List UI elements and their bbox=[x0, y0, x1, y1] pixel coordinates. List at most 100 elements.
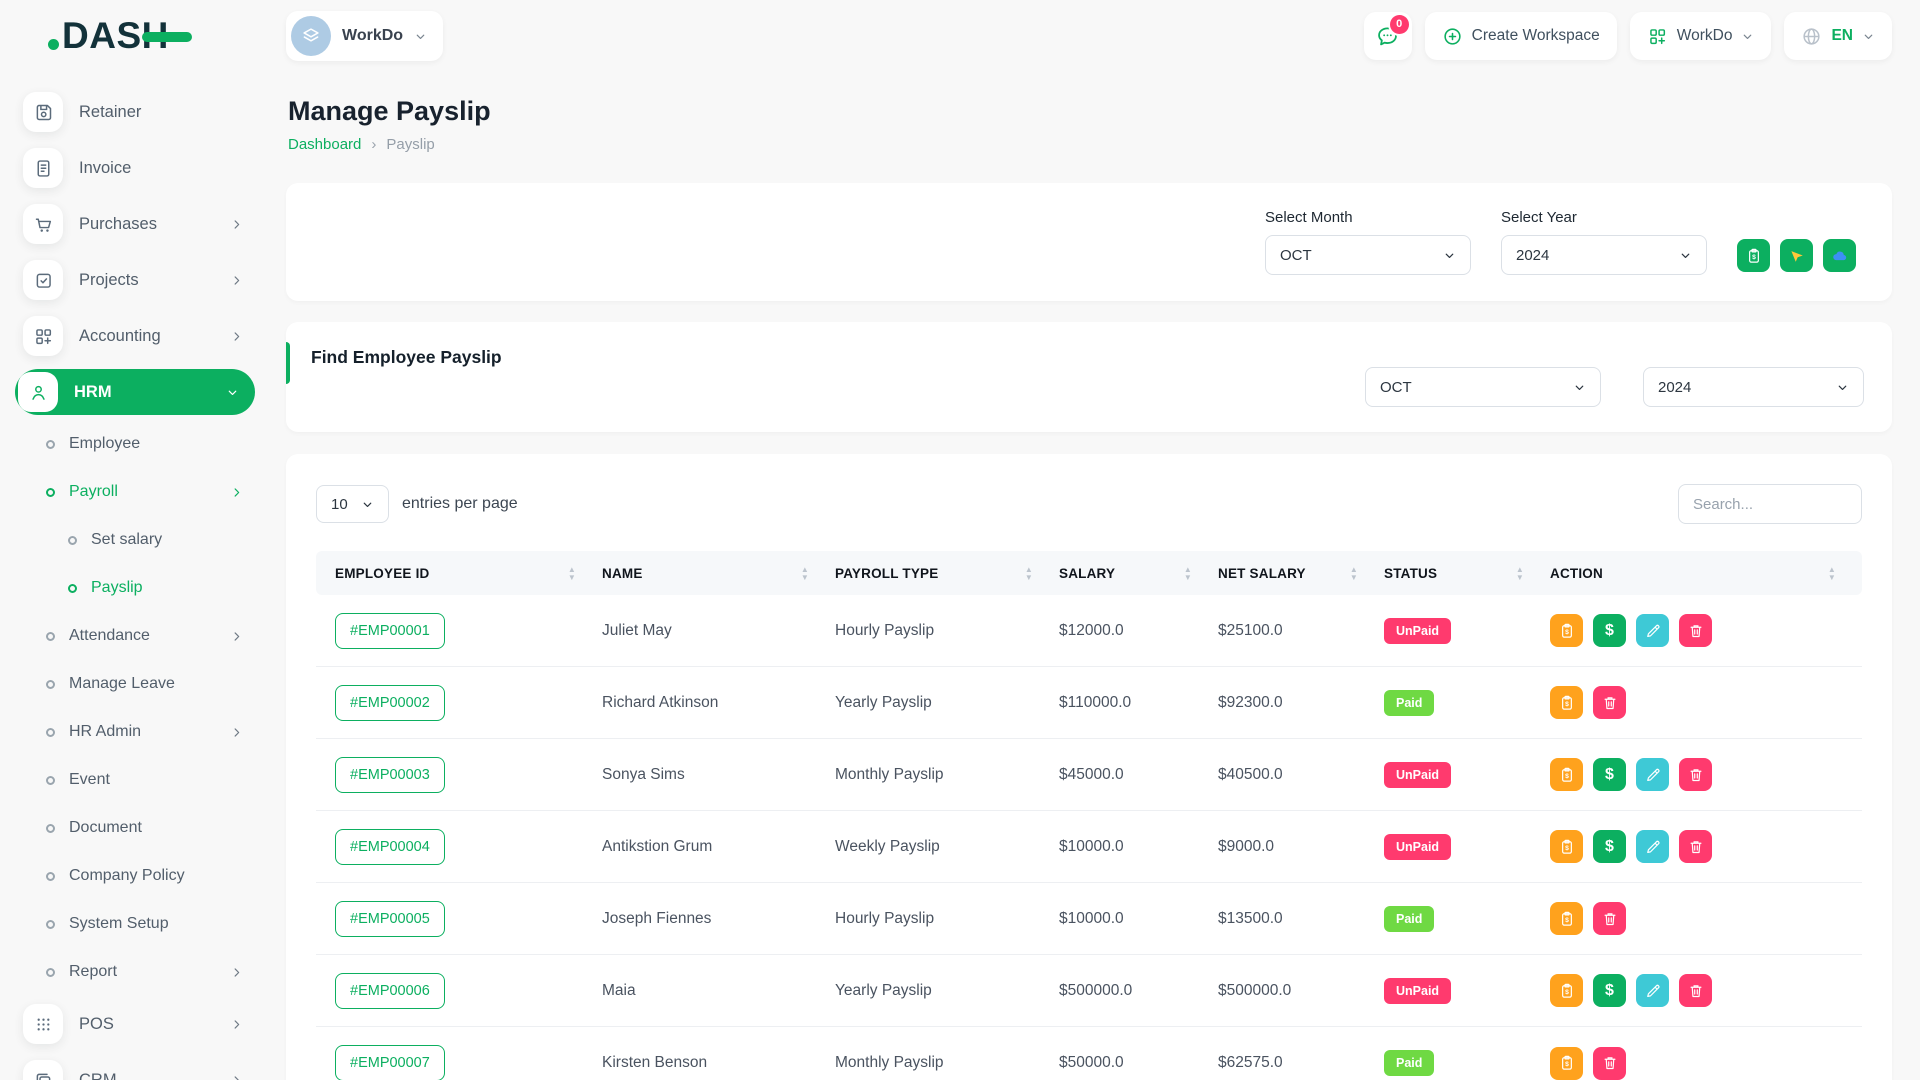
dots-icon bbox=[23, 1004, 63, 1044]
payslip-button[interactable] bbox=[1550, 614, 1583, 647]
edit-button[interactable] bbox=[1636, 974, 1669, 1007]
google-drive-export-button[interactable] bbox=[1780, 239, 1813, 272]
chevron-down-icon bbox=[1575, 385, 1584, 390]
payslip-button[interactable] bbox=[1550, 830, 1583, 863]
table-controls: 10 entries per page bbox=[316, 484, 1862, 524]
payslip-button[interactable] bbox=[1550, 974, 1583, 1007]
payroll-type-cell: Hourly Payslip bbox=[835, 621, 935, 639]
delete-button[interactable] bbox=[1679, 830, 1712, 863]
sort-icon[interactable]: ▲ ▼ bbox=[1515, 564, 1524, 582]
create-workspace-button[interactable]: Create Workspace bbox=[1424, 12, 1617, 60]
payslip-button[interactable] bbox=[1550, 902, 1583, 935]
sidebar-item-label: Accounting bbox=[79, 326, 161, 345]
select-year-value: 2024 bbox=[1516, 246, 1550, 264]
employee-id-chip[interactable]: #EMP00005 bbox=[335, 900, 445, 937]
sidebar-item-employee[interactable]: Employee bbox=[15, 420, 255, 468]
edit-button[interactable] bbox=[1636, 614, 1669, 647]
sidebar-item-system-setup[interactable]: System Setup bbox=[15, 900, 255, 948]
sidebar-item-retainer[interactable]: Retainer bbox=[15, 84, 255, 140]
payslip-icon bbox=[1561, 767, 1572, 782]
sidebar-item-payslip[interactable]: Payslip bbox=[15, 564, 255, 612]
sidebar-item-accounting[interactable]: Accounting bbox=[15, 308, 255, 364]
messages-button[interactable]: 0 bbox=[1363, 12, 1412, 60]
sidebar-item-manage-leave[interactable]: Manage Leave bbox=[15, 660, 255, 708]
sort-icon[interactable]: ▲ ▼ bbox=[1349, 564, 1358, 582]
pay-button[interactable]: $ bbox=[1593, 974, 1626, 1007]
sort-icon[interactable]: ▲ ▼ bbox=[1024, 564, 1033, 582]
search-input[interactable] bbox=[1678, 484, 1862, 524]
row-actions bbox=[1550, 686, 1862, 719]
sort-icon[interactable]: ▲ ▼ bbox=[1183, 564, 1192, 582]
sidebar-item-hrm[interactable]: HRM bbox=[15, 369, 255, 415]
select-month-dropdown[interactable]: OCT bbox=[1265, 235, 1471, 275]
employee-id-chip[interactable]: #EMP00002 bbox=[335, 684, 445, 721]
find-payslip-title: Find Employee Payslip bbox=[311, 347, 502, 367]
dollar-icon: $ bbox=[1605, 981, 1614, 999]
employee-id-chip[interactable]: #EMP00003 bbox=[335, 756, 445, 793]
sidebar-item-company-policy[interactable]: Company Policy bbox=[15, 852, 255, 900]
delete-button[interactable] bbox=[1593, 902, 1626, 935]
sidebar-item-document[interactable]: Document bbox=[15, 804, 255, 852]
delete-button[interactable] bbox=[1593, 1046, 1626, 1080]
delete-button[interactable] bbox=[1593, 686, 1626, 719]
sort-icon[interactable]: ▲ ▼ bbox=[800, 564, 809, 582]
employee-id-chip[interactable]: #EMP00007 bbox=[335, 1045, 445, 1080]
cloud-export-button[interactable] bbox=[1823, 239, 1856, 272]
table-header-row: EMPLOYEE ID ▲ ▼ NAME ▲ ▼ PAYROLL TYPE ▲ ▼ SALARY ▲… bbox=[316, 551, 1862, 595]
chevron-right-icon bbox=[230, 726, 255, 739]
sidebar-item-crm[interactable]: CRM bbox=[15, 1052, 255, 1080]
find-year-dropdown[interactable]: 2024 bbox=[1643, 367, 1864, 407]
breadcrumb-dashboard-link[interactable]: Dashboard bbox=[288, 136, 362, 153]
dash-logo[interactable]: DASH bbox=[48, 15, 192, 57]
payslip-button[interactable] bbox=[1550, 686, 1583, 719]
sidebar-item-payroll[interactable]: Payroll bbox=[15, 468, 255, 516]
entries-count-dropdown[interactable]: 10 bbox=[316, 485, 389, 523]
select-month-label: Select Month bbox=[1265, 209, 1353, 226]
chevron-right-icon bbox=[230, 630, 255, 643]
edit-button[interactable] bbox=[1636, 830, 1669, 863]
sort-icon[interactable]: ▲ ▼ bbox=[567, 564, 576, 582]
breadcrumb-separator-icon: › bbox=[371, 136, 377, 153]
create-workspace-label: Create Workspace bbox=[1471, 27, 1600, 44]
bulk-payslip-button[interactable] bbox=[1737, 239, 1770, 272]
plus-circle-icon bbox=[1442, 26, 1463, 47]
delete-button[interactable] bbox=[1679, 614, 1712, 647]
payslip-icon bbox=[1748, 248, 1759, 263]
sidebar-item-label: Attendance bbox=[69, 627, 150, 644]
column-label: STATUS bbox=[1384, 565, 1438, 581]
sidebar-item-report[interactable]: Report bbox=[15, 948, 255, 996]
delete-button[interactable] bbox=[1679, 974, 1712, 1007]
employee-id-chip[interactable]: #EMP00006 bbox=[335, 972, 445, 1009]
select-year-dropdown[interactable]: 2024 bbox=[1501, 235, 1707, 275]
sidebar-item-label: Payroll bbox=[69, 483, 118, 500]
pay-button[interactable]: $ bbox=[1593, 614, 1626, 647]
payslip-button[interactable] bbox=[1550, 758, 1583, 791]
language-selector[interactable]: EN bbox=[1784, 12, 1892, 60]
sidebar: DASH Retainer Invoice Purchases Projects Acc… bbox=[0, 0, 270, 1080]
sort-icon[interactable]: ▲ ▼ bbox=[1827, 564, 1836, 582]
employee-id-chip[interactable]: #EMP00004 bbox=[335, 828, 445, 865]
net-salary-cell: $92300.0 bbox=[1218, 693, 1283, 711]
payroll-type-cell: Monthly Payslip bbox=[835, 1054, 944, 1071]
sidebar-item-invoice[interactable]: Invoice bbox=[15, 140, 255, 196]
sidebar-item-hr-admin[interactable]: HR Admin bbox=[15, 708, 255, 756]
sidebar-item-event[interactable]: Event bbox=[15, 756, 255, 804]
edit-button[interactable] bbox=[1636, 758, 1669, 791]
workdo-apps-button[interactable]: WorkDo bbox=[1629, 12, 1772, 60]
delete-button[interactable] bbox=[1679, 758, 1712, 791]
sidebar-item-pos[interactable]: POS bbox=[15, 996, 255, 1052]
pay-button[interactable]: $ bbox=[1593, 830, 1626, 863]
payslip-button[interactable] bbox=[1550, 1046, 1583, 1080]
find-month-dropdown[interactable]: OCT bbox=[1365, 367, 1601, 407]
sidebar-item-projects[interactable]: Projects bbox=[15, 252, 255, 308]
employee-id-chip[interactable]: #EMP00001 bbox=[335, 612, 445, 649]
workspace-switcher[interactable]: WorkDo bbox=[286, 11, 444, 61]
sidebar-item-purchases[interactable]: Purchases bbox=[15, 196, 255, 252]
bullet-icon bbox=[46, 919, 55, 929]
sidebar-item-set-salary[interactable]: Set salary bbox=[15, 516, 255, 564]
sidebar-item-attendance[interactable]: Attendance bbox=[15, 612, 255, 660]
pay-button[interactable]: $ bbox=[1593, 758, 1626, 791]
salary-cell: $10000.0 bbox=[1059, 909, 1124, 927]
bullet-icon bbox=[46, 775, 55, 785]
payroll-type-cell: Yearly Payslip bbox=[835, 693, 932, 711]
